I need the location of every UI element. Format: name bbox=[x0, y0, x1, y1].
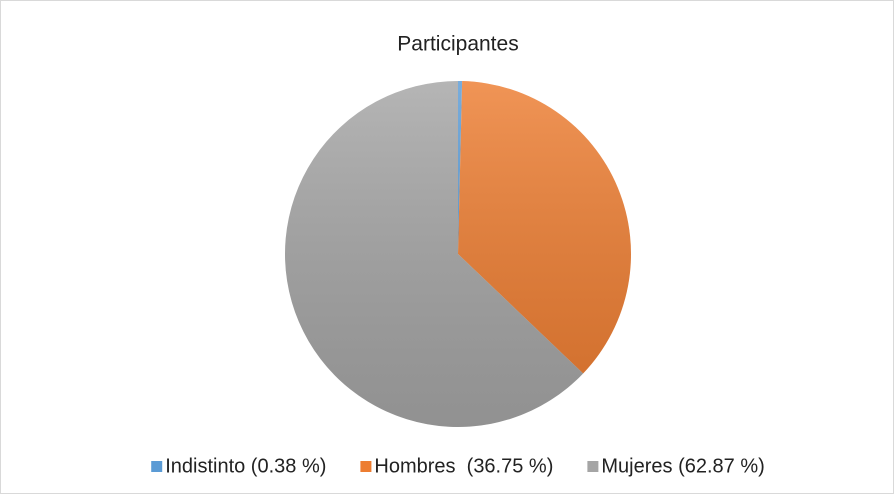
legend-swatch bbox=[360, 461, 372, 472]
legend-label: Indistinto (0.38 %) bbox=[165, 455, 326, 477]
legend-swatch bbox=[587, 461, 599, 472]
legend-label: Mujeres (62.87 %) bbox=[601, 455, 764, 477]
legend-swatch bbox=[151, 461, 163, 472]
legend-label: Hombres (36.75 %) bbox=[374, 455, 553, 477]
chart-title: Participantes bbox=[397, 33, 518, 56]
